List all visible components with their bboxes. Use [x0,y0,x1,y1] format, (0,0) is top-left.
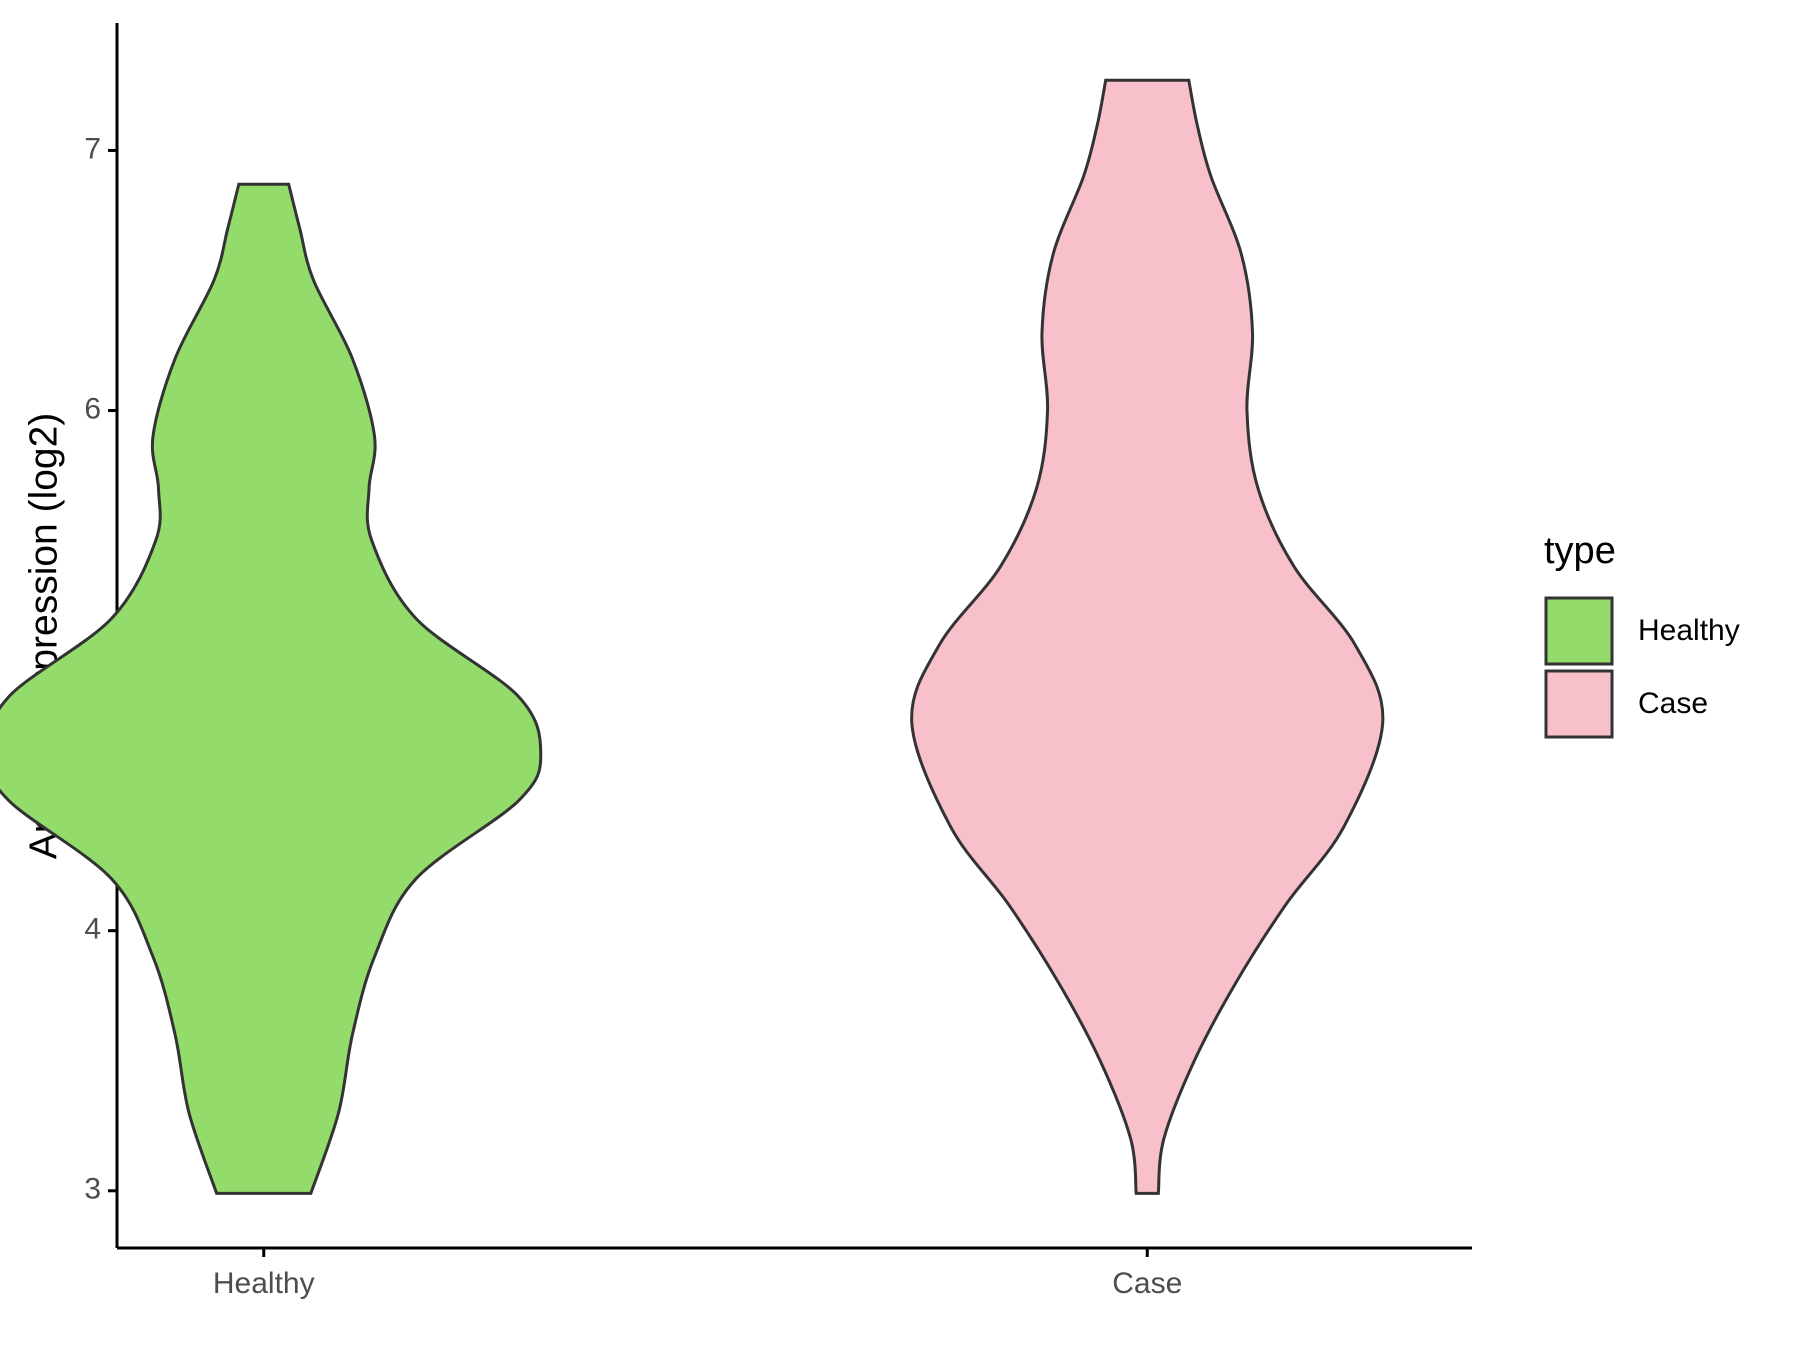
y-tick-label: 7 [84,132,101,165]
y-tick-label: 4 [84,913,101,946]
y-tick-label: 3 [84,1173,101,1206]
legend-key [1544,669,1614,739]
legend-label: Case [1638,687,1708,720]
x-tick-label: Case [1112,1267,1182,1300]
violin [910,78,1385,1195]
y-tick-label: 6 [84,392,101,425]
violin [0,182,543,1195]
x-tick-label: Healthy [213,1267,315,1300]
legend-title: type [1544,530,1616,572]
legend-label: Healthy [1638,614,1740,647]
legend-key [1544,596,1614,666]
